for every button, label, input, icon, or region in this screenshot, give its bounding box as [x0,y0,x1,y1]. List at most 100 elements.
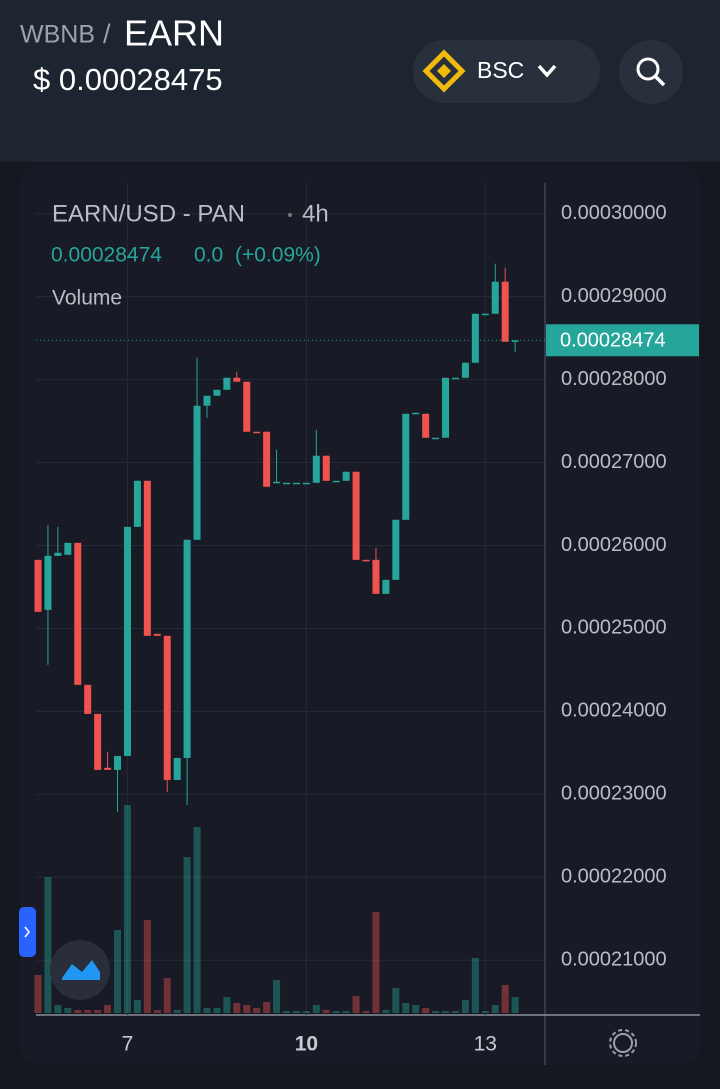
candle-body [342,471,350,481]
legend-price: 0.00028474 [51,244,162,267]
volume-bar [253,1008,261,1013]
candle-body [362,559,370,562]
volume-bar [461,1000,469,1013]
tv-logo[interactable] [50,940,110,1000]
candle-body [392,519,400,580]
volume-bar [302,1011,310,1013]
volume-bar [183,857,191,1013]
y-tick-label: 0.00025000 [561,617,667,639]
candle-body [352,471,360,560]
volume-bar [84,1010,92,1013]
volume-bar [352,996,360,1013]
volume-bar [471,958,479,1013]
legend-change: 0.0 [194,244,223,267]
candle-body [253,431,261,434]
candle-body [283,482,290,485]
y-tick-label: 0.00028000 [561,368,667,390]
candle-body [163,635,171,780]
volume-bar [133,1000,141,1013]
separator: / [103,19,111,49]
candle-body [302,482,310,485]
legend-change-pct: (+0.09%) [235,244,321,267]
volume-bar [243,1005,251,1013]
y-tick-label: 0.00022000 [561,866,667,888]
volume-bar [332,1011,340,1013]
search-icon-handle [653,74,666,87]
volume-bar [94,1010,102,1013]
candle-body [123,526,131,756]
chevron [537,64,557,78]
search-button[interactable] [619,40,683,104]
network-selector[interactable] [413,40,600,103]
x-tick-label: 10 [295,1033,318,1056]
volume-bar [382,1010,390,1013]
y-tick-label: 0.00021000 [561,949,667,971]
y-tick-label: 0.00030000 [561,202,667,224]
candle-body [94,713,102,770]
candle-body [471,313,479,363]
candle-body [332,480,340,483]
candle-body [322,455,330,481]
base-token: WBNB [20,21,95,49]
volume-bar [422,1008,430,1013]
candle-body [412,412,420,415]
volume-bar [203,1008,211,1013]
candle-body [491,281,499,314]
candle-body [273,481,281,484]
volume-bar [432,1011,440,1013]
candle-body [442,377,450,438]
candle-body [233,377,241,382]
candle-body [104,767,112,770]
x-tick-label: 7 [122,1033,134,1056]
side-toggle[interactable] [19,907,36,957]
candle-body [133,480,141,527]
bsc-icon [422,49,466,93]
candle-body [84,684,92,714]
volume-bar [223,997,231,1013]
y-tick-label: 0.00029000 [561,285,667,307]
candle-body [312,455,320,483]
chart-card [20,165,700,1065]
y-tick-label: 0.00027000 [561,451,667,473]
volume-bar [163,978,171,1013]
volume-bar [402,1003,410,1013]
candle-body [64,542,72,555]
volume-bar [104,1005,112,1013]
volume-bar [451,1011,459,1013]
volume-bar [481,1011,489,1013]
volume-bar [263,1002,271,1013]
volume-bar [342,1011,350,1013]
volume-bar [193,827,201,1013]
candle-body [501,281,509,342]
volume-bar [143,920,151,1013]
volume-bar [213,1008,221,1013]
volume-bar [511,997,519,1013]
tv-logo-icon [62,960,100,980]
last-price-label: 0.00028474 [560,330,666,352]
chart-title: EARN/USD - PAN [52,200,245,227]
volume-bar [44,877,52,1013]
candle-body [54,552,62,556]
candle-body [74,542,82,685]
token-price: $ 0.00028475 [33,62,223,97]
x-tick-label: 13 [474,1033,497,1056]
candle-body [223,377,231,390]
candle-body [263,431,271,487]
volume-bar [322,1010,330,1013]
settings-icon[interactable] [609,1029,637,1057]
volume-bar [292,1011,300,1013]
volume-bar [233,1003,241,1013]
volume-bar [34,975,42,1013]
network-name[interactable]: BSC [477,57,524,83]
candle-body [292,482,300,485]
volume-bar [273,980,281,1013]
candle-body [461,362,469,378]
candle-body [114,755,122,770]
volume-bar [173,1010,181,1013]
candle-body [183,539,191,758]
volume-bar [491,1005,499,1013]
volume-bar [312,1005,320,1013]
candle-body [511,340,519,342]
candle-body [213,389,221,396]
